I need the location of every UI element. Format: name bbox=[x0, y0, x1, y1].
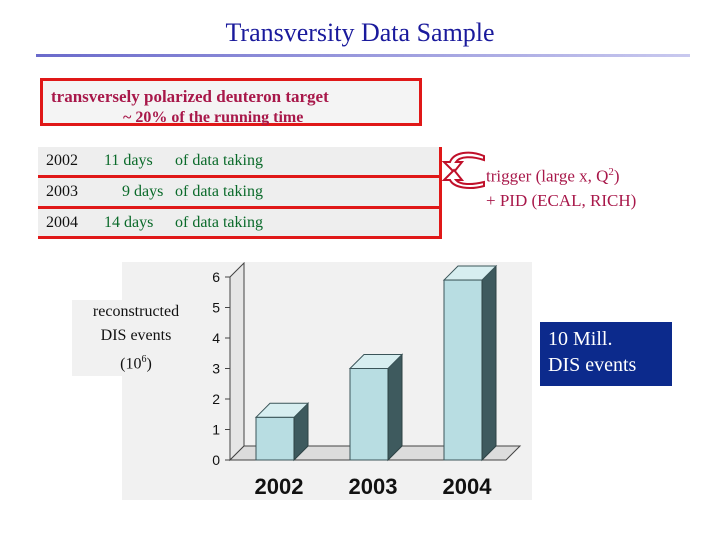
run-note: of data taking bbox=[175, 152, 263, 169]
running-time-fraction: ~ 20% of the running time bbox=[123, 109, 304, 126]
runs-table: 2002 11 days of data taking 2003 9 days … bbox=[38, 147, 442, 239]
run-days: 11 days bbox=[104, 152, 153, 169]
target-box: transversely polarized deuteron target ~… bbox=[40, 78, 422, 126]
target-description: transversely polarized deuteron target bbox=[51, 87, 329, 106]
run-note: of data taking bbox=[175, 183, 263, 200]
bar-top bbox=[348, 354, 404, 369]
run-note: of data taking bbox=[175, 214, 263, 231]
run-row: 2004 14 days of data taking bbox=[38, 209, 439, 237]
y-axis-note: reconstructed DIS events (106) bbox=[72, 300, 200, 377]
x-tick-label: 2002 bbox=[255, 474, 304, 499]
bar-chart: 0 1 2 3 4 5 6 2002 2003 2004 bbox=[212, 262, 522, 499]
bar-top bbox=[254, 402, 310, 418]
run-year: 2004 bbox=[46, 214, 78, 231]
curved-arrow-icon bbox=[441, 151, 485, 189]
run-row: 2003 9 days of data taking bbox=[38, 178, 439, 206]
y-tick-label: 1 bbox=[212, 422, 220, 438]
trigger-exponent: 2 bbox=[608, 166, 614, 178]
trigger-close: ) bbox=[613, 166, 620, 186]
row-separator bbox=[38, 175, 439, 178]
y-tick-label: 2 bbox=[212, 391, 220, 407]
title-underline bbox=[36, 54, 690, 57]
trigger-text: trigger (large x, Q bbox=[486, 166, 609, 186]
trigger-line: trigger (large x, Q2) bbox=[486, 160, 636, 189]
y-note-line1: reconstructed bbox=[92, 303, 180, 320]
pid-line: + PID (ECAL, RICH) bbox=[486, 190, 637, 210]
bar-side bbox=[387, 353, 403, 462]
bar-side bbox=[481, 264, 497, 462]
bar-top bbox=[442, 265, 498, 281]
x-tick-label: 2004 bbox=[443, 474, 493, 499]
run-days: 9 days bbox=[122, 183, 164, 200]
run-year: 2002 bbox=[46, 152, 78, 169]
y-tick-label: 3 bbox=[212, 361, 220, 377]
axis-wall bbox=[229, 262, 245, 462]
y-tick-label: 4 bbox=[212, 330, 220, 346]
y-note-line3: (106) bbox=[72, 348, 200, 376]
y-note-open: (10 bbox=[120, 355, 142, 373]
y-note-line2: DIS events bbox=[100, 327, 172, 344]
y-note-exponent: 6 bbox=[141, 354, 147, 365]
bar-front bbox=[443, 279, 483, 461]
run-year: 2003 bbox=[46, 183, 78, 200]
callout-line2: DIS events bbox=[548, 354, 637, 376]
y-tick-label: 5 bbox=[212, 300, 220, 316]
x-tick-label: 2003 bbox=[349, 474, 398, 499]
callout-line1: 10 Mill. bbox=[548, 328, 613, 350]
y-note-close: ) bbox=[146, 355, 152, 373]
trigger-info: trigger (large x, Q2) + PID (ECAL, RICH) bbox=[486, 160, 636, 213]
bar-front bbox=[255, 416, 295, 461]
run-days: 14 days bbox=[104, 214, 154, 231]
run-row: 2002 11 days of data taking bbox=[38, 147, 439, 175]
slide-title: Transversity Data Sample bbox=[225, 18, 495, 47]
bar-front bbox=[349, 368, 389, 461]
total-events-callout: 10 Mill. DIS events bbox=[540, 322, 672, 386]
y-tick-label: 6 bbox=[212, 269, 220, 285]
y-tick-label: 0 bbox=[212, 452, 220, 468]
row-separator bbox=[38, 206, 439, 209]
